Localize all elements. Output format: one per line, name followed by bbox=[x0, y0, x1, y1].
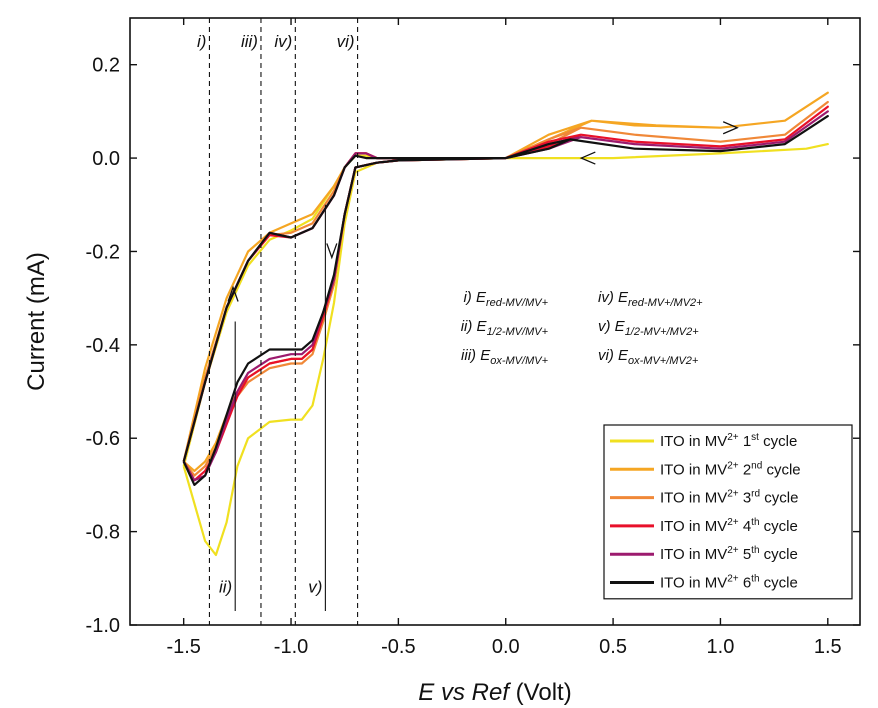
x-tick-label: 1.0 bbox=[707, 636, 735, 658]
y-tick-label: -0.2 bbox=[86, 241, 120, 263]
annotation-left: i) Ered-MV/MV+ bbox=[463, 289, 548, 309]
cv-series-1 bbox=[182, 143, 829, 557]
y-tick-label: -0.4 bbox=[86, 335, 120, 357]
axes: -1.5 -1.0 -0.5 0.0 0.5 1.0 1.5 -1.0 -0.8 -0.6 -0.4… bbox=[23, 18, 860, 706]
cv-series-4 bbox=[182, 105, 829, 482]
reference-lines: i) iii) iv) vi) ii) v) bbox=[197, 18, 739, 625]
solid-line-label: ii) bbox=[219, 577, 232, 596]
legend-label: ITO in MV2+ 2nd cycle bbox=[660, 460, 801, 478]
scan-direction-arrow bbox=[227, 285, 239, 302]
x-tick-label: -0.5 bbox=[381, 636, 415, 658]
legend-label: ITO in MV2+ 6th cycle bbox=[660, 574, 798, 592]
y-axis-title: Current (mA) bbox=[23, 252, 50, 391]
dashed-line-label: iv) bbox=[274, 32, 292, 51]
x-tick-label: 1.5 bbox=[814, 636, 842, 658]
scan-direction-arrow bbox=[326, 243, 338, 260]
x-tick-label: -1.5 bbox=[166, 636, 200, 658]
y-tick-label: 0.0 bbox=[92, 148, 120, 170]
dashed-line-label: vi) bbox=[337, 32, 355, 51]
annotation-right: v) E1/2-MV+/MV2+ bbox=[598, 318, 699, 338]
annotation-right: vi) Eox-MV+/MV2+ bbox=[598, 347, 699, 367]
y-tick-label: -0.6 bbox=[86, 428, 120, 450]
scan-direction-arrow bbox=[579, 151, 596, 165]
annotation-right: iv) Ered-MV+/MV2+ bbox=[598, 289, 703, 309]
cv-series-6 bbox=[182, 115, 829, 486]
plot-frame bbox=[129, 17, 861, 626]
legend-label: ITO in MV2+ 5th cycle bbox=[660, 545, 798, 563]
cv-series-3 bbox=[182, 100, 829, 477]
y-tick-label: -1.0 bbox=[86, 615, 120, 637]
potential-annotation: i) Ered-MV/MV+ iv) Ered-MV+/MV2+ ii) E1/2-… bbox=[461, 289, 703, 367]
dashed-line-label: i) bbox=[197, 32, 206, 51]
y-tick-label: 0.2 bbox=[92, 55, 120, 77]
legend-label: ITO in MV2+ 4th cycle bbox=[660, 517, 798, 535]
dashed-line-label: iii) bbox=[241, 32, 258, 51]
solid-line-label: v) bbox=[308, 577, 322, 596]
cv-curves bbox=[182, 91, 829, 557]
annotation-left: ii) E1/2-MV/MV+ bbox=[461, 318, 549, 338]
legend: ITO in MV2+ 1st cycle ITO in MV2+ 2nd cyc… bbox=[603, 424, 853, 600]
plot-border bbox=[129, 17, 861, 626]
legend-label: ITO in MV2+ 1st cycle bbox=[660, 432, 797, 450]
x-axis-title: E vs Ref (Volt) bbox=[418, 679, 571, 706]
x-tick-label: 0.5 bbox=[599, 636, 627, 658]
x-tick-label: 0.0 bbox=[492, 636, 520, 658]
y-tick-label: -0.8 bbox=[86, 522, 120, 544]
scan-direction-arrow bbox=[722, 121, 739, 135]
annotation-left: iii) Eox-MV/MV+ bbox=[461, 347, 549, 367]
x-tick-label: -1.0 bbox=[274, 636, 308, 658]
legend-box bbox=[603, 424, 853, 600]
legend-label: ITO in MV2+ 3rd cycle bbox=[660, 489, 798, 507]
